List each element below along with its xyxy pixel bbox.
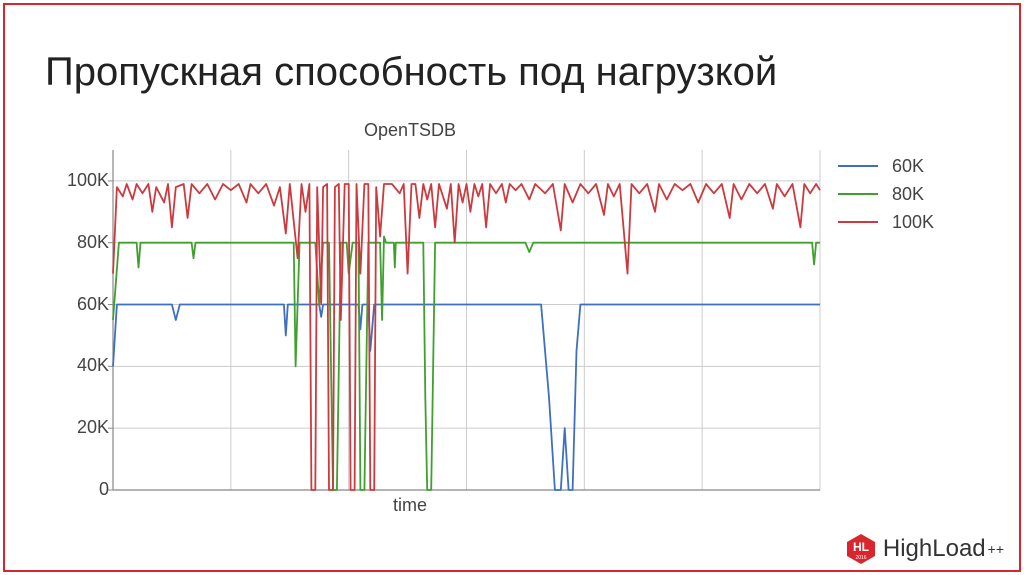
legend-swatch xyxy=(838,193,878,195)
logo-text: HL xyxy=(853,540,869,554)
ytick-label: 60K xyxy=(9,294,109,315)
legend-label: 80K xyxy=(892,184,924,205)
legend-item: 100K xyxy=(838,208,934,236)
legend-swatch xyxy=(838,165,878,167)
brand-text-plus: ++ xyxy=(988,541,1004,557)
chart-legend: 60K 80K 100K xyxy=(838,152,934,236)
brand-logo: HL 2016 HighLoad++ xyxy=(845,533,1004,565)
ytick-label: 100K xyxy=(9,170,109,191)
legend-label: 60K xyxy=(892,156,924,177)
legend-item: 80K xyxy=(838,180,934,208)
ytick-label: 40K xyxy=(9,355,109,376)
legend-swatch xyxy=(838,221,878,223)
ytick-label: 80K xyxy=(9,232,109,253)
chart-svg xyxy=(113,150,820,490)
brand-text-prefix: High xyxy=(883,535,932,563)
chart-plot-area xyxy=(113,150,820,490)
logo-year: 2016 xyxy=(855,555,866,561)
chart-xlabel: time xyxy=(0,495,820,516)
brand-text-suffix: Load xyxy=(932,535,985,563)
chart-title: OpenTSDB xyxy=(0,120,820,141)
hexagon-logo-icon: HL 2016 xyxy=(845,533,877,565)
legend-item: 60K xyxy=(838,152,934,180)
slide-title: Пропускная способность под нагрузкой xyxy=(45,50,777,95)
ytick-label: 20K xyxy=(9,417,109,438)
legend-label: 100K xyxy=(892,212,934,233)
